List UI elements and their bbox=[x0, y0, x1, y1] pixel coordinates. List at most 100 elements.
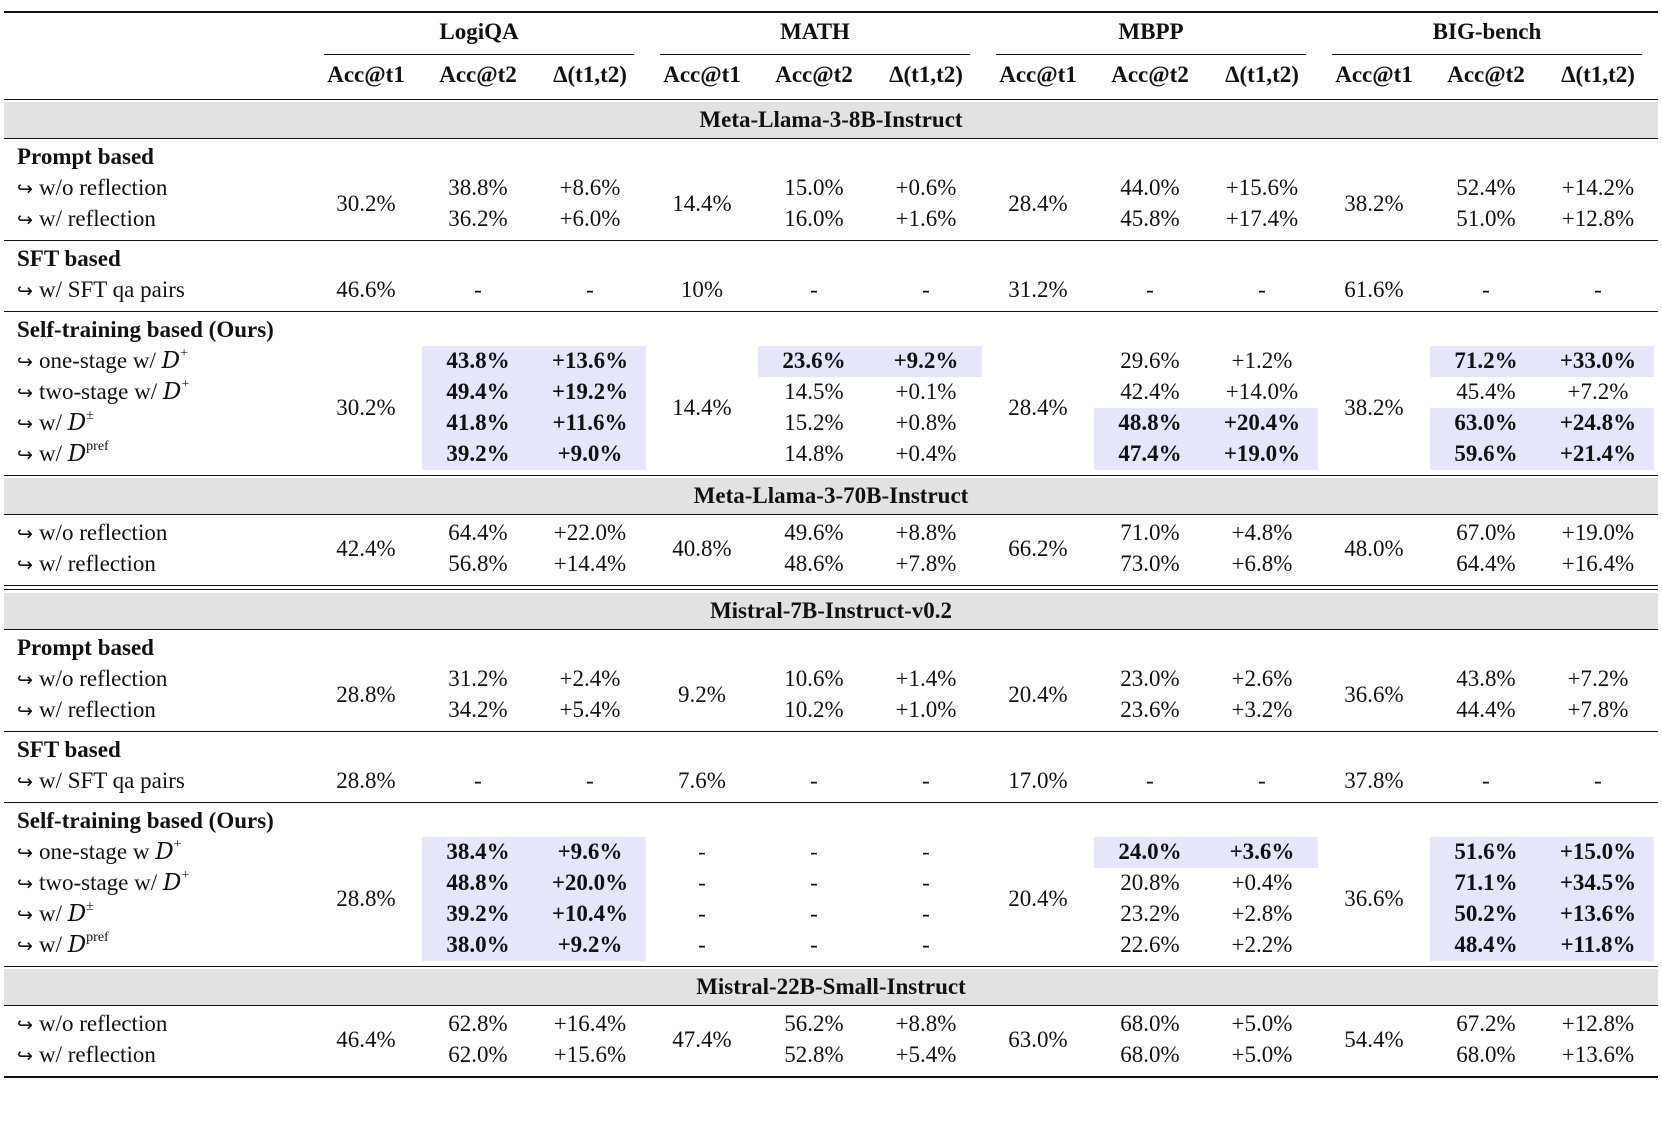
acc-t2-cell: 63.0% bbox=[1454, 410, 1518, 435]
delta-cell: +9.6% bbox=[557, 839, 623, 864]
delta-cell: +2.8% bbox=[1231, 901, 1293, 926]
acc-t2-cell: 20.8% bbox=[1120, 870, 1180, 895]
group-title: Self-training based (Ours) bbox=[17, 808, 274, 833]
highlight-cell bbox=[1430, 899, 1654, 930]
delta-cell: +3.6% bbox=[1229, 839, 1295, 864]
acc-t2-cell: 23.0% bbox=[1120, 666, 1180, 691]
highlight-cell bbox=[422, 377, 646, 408]
delta-cell: +21.4% bbox=[1559, 441, 1637, 466]
delta-cell: +16.4% bbox=[553, 1011, 627, 1036]
rule-line bbox=[4, 240, 1658, 241]
acc-t2-cell: - bbox=[810, 932, 818, 957]
acc-t2-cell: 42.4% bbox=[1120, 379, 1180, 404]
acc-t2-cell: 14.5% bbox=[784, 379, 844, 404]
hook-arrow-icon: ↪ bbox=[17, 178, 39, 200]
highlight-cell bbox=[1430, 930, 1654, 961]
acc-t2-cell: 59.6% bbox=[1454, 441, 1518, 466]
acc-t2-cell: 23.6% bbox=[782, 348, 846, 373]
delta-cell: +5.0% bbox=[1231, 1011, 1293, 1036]
acc-t2-cell: 64.4% bbox=[448, 520, 508, 545]
dataset-header: MATH bbox=[780, 19, 850, 44]
delta-cell: +8.8% bbox=[895, 520, 957, 545]
acc-t1-cell: 36.6% bbox=[1344, 681, 1404, 707]
acc-t1-cell: 30.2% bbox=[336, 394, 396, 420]
acc-t2-cell: 68.0% bbox=[1120, 1011, 1180, 1036]
delta-cell: +17.4% bbox=[1225, 206, 1299, 231]
dataset-symbol: D bbox=[67, 441, 87, 467]
dataset-symbol: D bbox=[67, 901, 87, 927]
acc-t2-cell: 51.6% bbox=[1454, 839, 1518, 864]
acc-t2-cell: 36.2% bbox=[448, 206, 508, 231]
acc-t2-cell: 49.6% bbox=[784, 520, 844, 545]
row-label-text: two-stage w/ bbox=[38, 870, 163, 895]
rule-line bbox=[4, 585, 1658, 586]
delta-cell: +14.4% bbox=[553, 551, 627, 576]
delta-cell: - bbox=[922, 768, 930, 793]
rule-line bbox=[1332, 54, 1642, 55]
delta-cell: +19.0% bbox=[1561, 520, 1635, 545]
highlight-cell bbox=[422, 868, 646, 899]
delta-cell: +13.6% bbox=[551, 348, 629, 373]
highlight-cell bbox=[422, 837, 646, 868]
delta-cell: +4.8% bbox=[1231, 520, 1293, 545]
delta-cell: - bbox=[586, 768, 594, 793]
hook-arrow-icon: ↪ bbox=[17, 935, 39, 957]
row-label-text: w/ bbox=[38, 901, 68, 926]
row-label-text: w/o reflection bbox=[38, 175, 168, 200]
acc-t2-cell: 44.0% bbox=[1120, 175, 1180, 200]
delta-cell: +6.0% bbox=[559, 206, 621, 231]
column-header: Acc@t1 bbox=[1335, 62, 1413, 87]
acc-t2-cell: - bbox=[1146, 277, 1154, 302]
delta-cell: +7.8% bbox=[1567, 697, 1629, 722]
delta-cell: +22.0% bbox=[553, 520, 627, 545]
acc-t2-cell: 34.2% bbox=[448, 697, 508, 722]
acc-t1-cell: 28.4% bbox=[1008, 394, 1068, 420]
column-header: Acc@t2 bbox=[1111, 62, 1189, 87]
group-title: Self-training based (Ours) bbox=[17, 317, 274, 342]
dataset-superscript: ± bbox=[86, 408, 94, 424]
acc-t2-cell: - bbox=[474, 277, 482, 302]
acc-t2-cell: 45.8% bbox=[1120, 206, 1180, 231]
rule-line bbox=[4, 589, 1658, 590]
model-band bbox=[4, 102, 1658, 138]
delta-cell: - bbox=[1258, 277, 1266, 302]
acc-t1-cell: 14.4% bbox=[672, 190, 732, 216]
dataset-superscript: pref bbox=[86, 439, 109, 455]
acc-t1-cell: - bbox=[698, 932, 706, 957]
acc-t2-cell: 62.0% bbox=[448, 1042, 508, 1067]
hook-arrow-icon: ↪ bbox=[17, 771, 39, 793]
acc-t2-cell: 24.0% bbox=[1118, 839, 1182, 864]
acc-t2-cell: - bbox=[810, 277, 818, 302]
highlight-cell bbox=[1430, 439, 1654, 470]
row-label-text: one-stage w bbox=[38, 839, 156, 864]
acc-t2-cell: 48.4% bbox=[1454, 932, 1518, 957]
row-label: ↪ w/ reflection bbox=[17, 1041, 156, 1070]
acc-t2-cell: 52.4% bbox=[1456, 175, 1516, 200]
dataset-superscript: + bbox=[181, 868, 190, 884]
group-title: Prompt based bbox=[17, 144, 154, 169]
delta-cell: +10.4% bbox=[551, 901, 629, 926]
acc-t2-cell: 62.8% bbox=[448, 1011, 508, 1036]
acc-t2-cell: 38.0% bbox=[446, 932, 510, 957]
delta-cell: +7.2% bbox=[1567, 379, 1629, 404]
column-header: Δ(t1,t2) bbox=[1225, 62, 1299, 87]
row-label-text: one-stage w/ bbox=[38, 348, 162, 373]
acc-t2-cell: 56.2% bbox=[784, 1011, 844, 1036]
rule-line bbox=[4, 138, 1658, 139]
row-label: ↪ w/o reflection bbox=[17, 665, 167, 694]
delta-cell: +20.0% bbox=[551, 870, 629, 895]
acc-t2-cell: 31.2% bbox=[448, 666, 508, 691]
acc-t2-cell: 71.1% bbox=[1454, 870, 1518, 895]
delta-cell: +12.8% bbox=[1561, 1011, 1635, 1036]
rule-line bbox=[324, 54, 634, 55]
dataset-symbol: D bbox=[162, 379, 182, 405]
delta-cell: +34.5% bbox=[1559, 870, 1637, 895]
delta-cell: +9.0% bbox=[557, 441, 623, 466]
model-band bbox=[4, 478, 1658, 514]
dataset-symbol: D bbox=[67, 932, 87, 958]
hook-arrow-icon: ↪ bbox=[17, 209, 39, 231]
delta-cell: +8.8% bbox=[895, 1011, 957, 1036]
rule-line bbox=[4, 731, 1658, 732]
acc-t1-cell: 38.2% bbox=[1344, 190, 1404, 216]
row-label: ↪ w/o reflection bbox=[17, 519, 167, 548]
